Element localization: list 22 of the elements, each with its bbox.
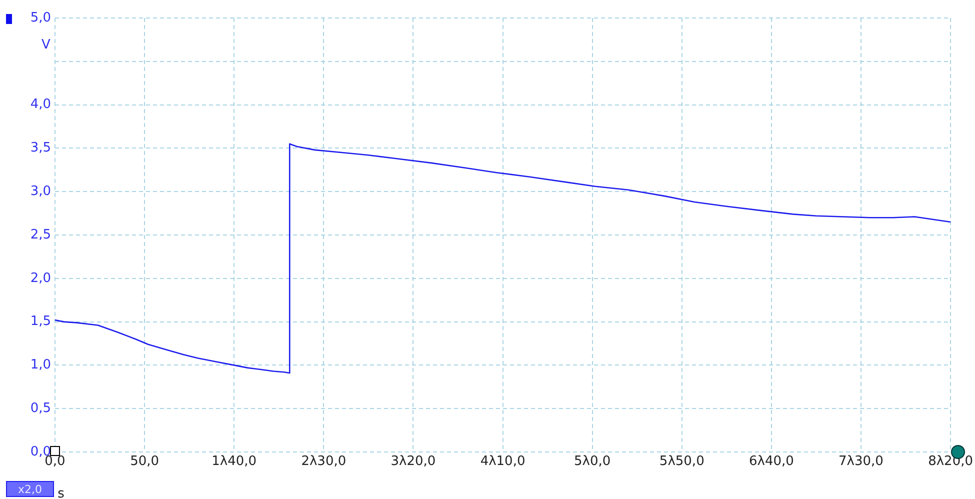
y-tick-label: 1,5 — [30, 314, 51, 330]
y-tick-label: 0,5 — [30, 400, 51, 416]
x-tick-label: 5λ0,0 — [574, 454, 611, 470]
y-tick-label: 3,5 — [30, 140, 51, 156]
x-tick-label: 5λ50,0 — [659, 454, 704, 470]
x-tick-label: 1λ40,0 — [212, 454, 257, 470]
y-tick-label: 2,5 — [30, 227, 51, 242]
x-tick-label: 7λ30,0 — [838, 454, 884, 470]
y-tick-label: 3,0 — [30, 184, 51, 199]
y-tick-label: 2,0 — [30, 270, 51, 286]
x-tick-label: 50,0 — [130, 454, 160, 470]
text: x2,0 — [6, 481, 54, 497]
x-tick-label: 3λ20,0 — [390, 454, 436, 470]
y-tick-label: 4,0 — [30, 97, 51, 112]
x-tick-label: 0,0 — [44, 454, 66, 470]
x-tick-label: 2λ30,0 — [301, 454, 346, 470]
x-axis-title: s — [58, 486, 65, 499]
x-tick-label: 4λ10,0 — [480, 454, 526, 470]
y-axis-title: V — [42, 37, 51, 52]
y-tick-label: 1,0 — [30, 358, 51, 373]
x-tick-label: 6λ40,0 — [748, 454, 794, 470]
y-tick-label: 5,0 — [30, 10, 51, 26]
